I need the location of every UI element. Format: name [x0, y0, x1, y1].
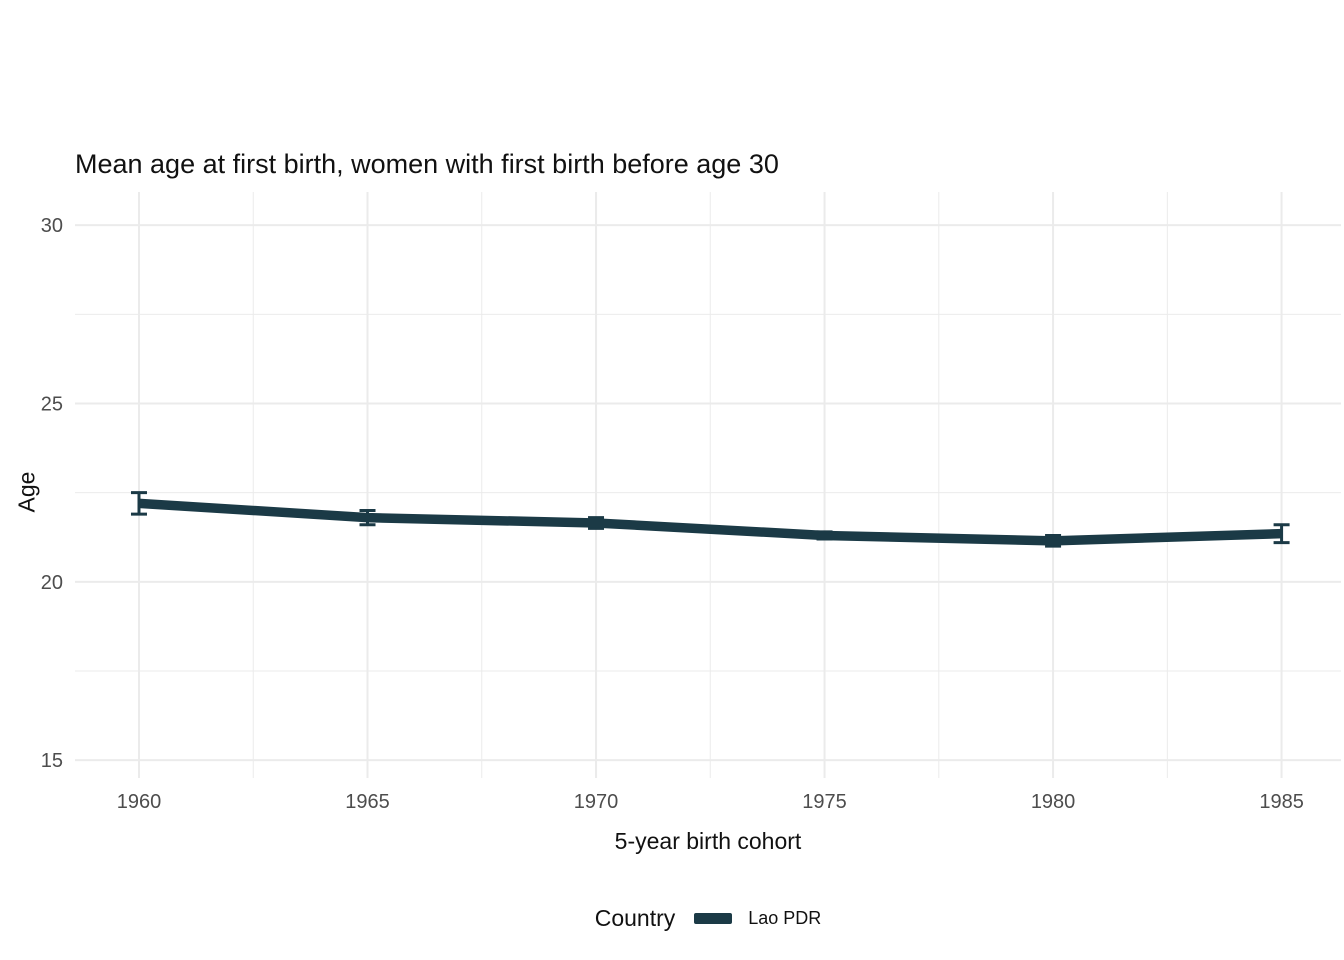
legend-label: Lao PDR: [748, 908, 822, 928]
y-tick-label: 15: [41, 750, 63, 772]
x-axis-title: 5-year birth cohort: [614, 828, 802, 854]
y-tick-label: 25: [41, 394, 63, 416]
legend: Country Lao PDR: [75, 905, 1341, 932]
y-tick-label: 20: [41, 572, 63, 594]
x-tick-label: 1975: [802, 791, 847, 813]
legend-entries: Lao PDR: [694, 908, 821, 929]
y-tick-label: 30: [41, 215, 63, 237]
chart-title: Mean age at first birth, women with firs…: [75, 149, 779, 179]
x-tick-label: 1965: [345, 791, 390, 813]
data-line: [138, 498, 1282, 546]
x-tick-label: 1970: [574, 791, 619, 813]
x-tick-label: 1980: [1031, 791, 1076, 813]
x-tick-label: 1960: [117, 791, 162, 813]
legend-entry: Lao PDR: [694, 908, 821, 929]
legend-key-icon: [694, 913, 733, 924]
x-tick-label: 1985: [1259, 791, 1304, 813]
legend-title: Country: [594, 905, 676, 931]
